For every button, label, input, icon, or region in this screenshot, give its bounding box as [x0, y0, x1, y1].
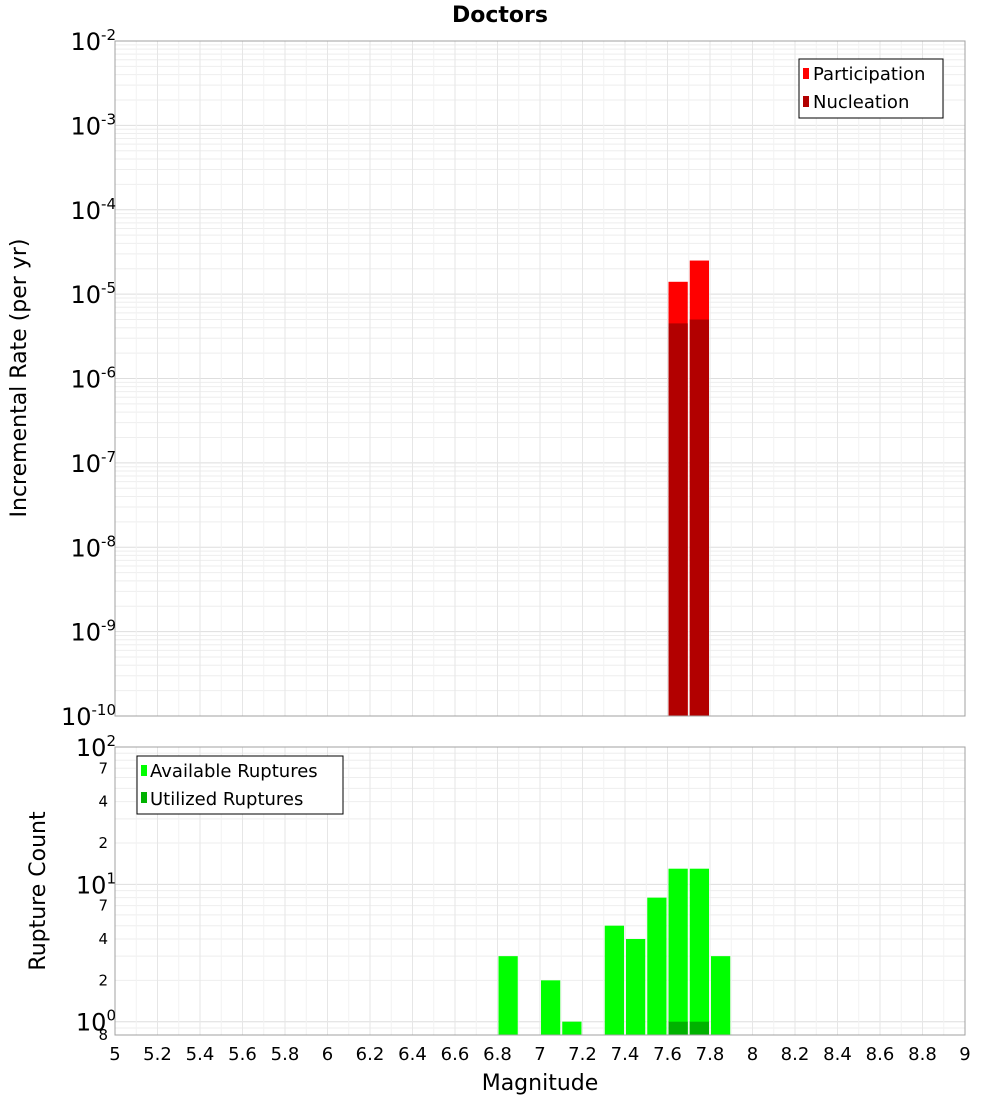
bottom-y-minor-tick-label: 2: [98, 971, 108, 989]
legend-label-nucleation: Nucleation: [813, 92, 909, 113]
top-y-tick-label: 10-10: [61, 701, 116, 731]
top-y-tick-label: 10-3: [70, 110, 116, 140]
top-y-tick-label: 10-5: [70, 279, 116, 309]
top-y-tick-labels: 10-2 10-3 10-4 10-5 10-6 10-7 10-8 10-9 10-10: [61, 26, 116, 731]
legend-swatch-participation: [803, 68, 809, 79]
bar-available-ruptures: [689, 868, 709, 1035]
legend-swatch-available-ruptures: [141, 765, 147, 776]
bar-available-ruptures: [498, 956, 518, 1035]
x-tick-label: 5: [109, 1044, 120, 1065]
bottom-legend: Available Ruptures Utilized Ruptures: [136, 755, 344, 815]
bar-nucleation: [689, 319, 709, 716]
bottom-y-minor-tick-label: 4: [98, 930, 108, 948]
x-tick-label: 8.2: [781, 1044, 810, 1065]
bar-available-ruptures: [711, 956, 731, 1035]
x-tick-label: 8.6: [866, 1044, 895, 1065]
top-plot-border: [114, 40, 966, 717]
x-tick-label: 7.8: [696, 1044, 725, 1065]
top-grid: [115, 41, 965, 717]
bottom-y-tick-label: 101: [76, 869, 116, 899]
top-y-tick-label: 10-6: [70, 364, 116, 394]
bottom-plot-border: [114, 746, 966, 1036]
x-tick-label: 5.2: [143, 1044, 172, 1065]
top-y-axis-label: Incremental Rate (per yr): [7, 239, 32, 518]
bar-available-ruptures: [668, 868, 688, 1035]
legend-swatch-utilized-ruptures: [141, 792, 147, 803]
legend-label-participation: Participation: [813, 64, 925, 85]
bottom-y-minor-tick-label: 7: [98, 759, 108, 777]
x-tick-label: 6.2: [356, 1044, 385, 1065]
bar-available-ruptures: [626, 939, 646, 1035]
bar-utilized-ruptures: [689, 1021, 709, 1035]
x-tick-label: 8: [747, 1044, 758, 1065]
x-tick-label: 8.8: [908, 1044, 937, 1065]
x-tick-label: 7.2: [568, 1044, 597, 1065]
bottom-legend-box: [136, 755, 344, 815]
x-tick-label: 6: [322, 1044, 333, 1065]
top-y-tick-label: 10-7: [70, 448, 116, 478]
bar-available-ruptures: [647, 897, 667, 1035]
x-tick-label: 8.4: [823, 1044, 852, 1065]
bottom-y-minor-tick-label: 2: [98, 834, 108, 852]
x-tick-label: 6.6: [441, 1044, 470, 1065]
top-legend: Participation Nucleation: [798, 58, 944, 119]
bar-available-ruptures: [562, 1021, 582, 1035]
x-tick-label: 7.6: [653, 1044, 682, 1065]
top-y-tick-label: 10-8: [70, 532, 116, 562]
top-legend-box: [798, 58, 944, 119]
bottom-y-tick-label: 100: [76, 1007, 116, 1037]
bottom-y-minor-tick-label: 4: [98, 793, 108, 811]
x-tick-label: 7: [534, 1044, 545, 1065]
x-tick-label: 7.4: [611, 1044, 640, 1065]
bar-available-ruptures: [604, 925, 624, 1035]
chart-title: Doctors: [452, 3, 548, 28]
x-tick-label: 5.4: [186, 1044, 215, 1065]
x-tick-labels: 5 5.2 5.4 5.6 5.8 6 6.2 6.4 6.6 6.8 7 7.2 7.4 7.6 7.8 8…: [109, 1044, 970, 1065]
bar-utilized-ruptures: [668, 1021, 688, 1035]
x-tick-label: 5.8: [271, 1044, 300, 1065]
legend-label-utilized-ruptures: Utilized Ruptures: [150, 789, 303, 810]
bottom-bars: [498, 868, 731, 1035]
x-axis-label: Magnitude: [482, 1071, 599, 1096]
x-tick-label: 9: [959, 1044, 970, 1065]
top-bars: [668, 260, 709, 716]
bottom-y-minor-tick-label: 7: [98, 897, 108, 915]
x-tick-label: 6.8: [483, 1044, 512, 1065]
top-panel: 10-2 10-3 10-4 10-5 10-6 10-7 10-8 10-9 10-10 In…: [7, 26, 966, 731]
legend-label-available-ruptures: Available Ruptures: [150, 761, 318, 782]
bottom-y-minor-tick-label: 8: [98, 1026, 108, 1044]
bottom-panel: 102 101 100 7 4 2 7 4 2 8 Rupture Count Available…: [26, 732, 971, 1096]
bar-available-ruptures: [541, 980, 561, 1035]
x-tick-label: 5.6: [228, 1044, 257, 1065]
top-y-tick-label: 10-4: [70, 195, 116, 225]
top-y-tick-label: 10-9: [70, 617, 116, 647]
x-tick-label: 6.4: [398, 1044, 427, 1065]
bottom-y-tick-label: 102: [76, 732, 116, 762]
top-y-tick-label: 10-2: [70, 26, 116, 56]
bottom-y-axis-label: Rupture Count: [26, 811, 51, 971]
legend-swatch-nucleation: [803, 96, 809, 107]
bar-nucleation: [668, 323, 688, 716]
bottom-y-tick-labels: 102 101 100 7 4 2 7 4 2 8: [76, 732, 116, 1044]
